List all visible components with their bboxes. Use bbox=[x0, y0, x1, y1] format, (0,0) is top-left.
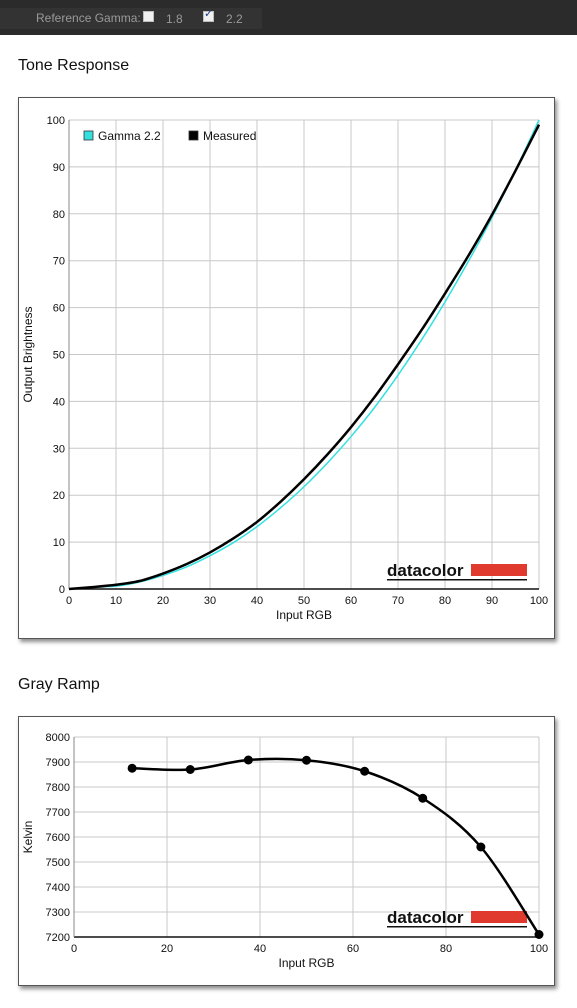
x-tick-label: 70 bbox=[392, 595, 404, 607]
y-tick-label: 50 bbox=[53, 350, 65, 362]
gamma-2-2-checkbox[interactable]: ✓ bbox=[203, 8, 214, 22]
x-tick-label: 0 bbox=[71, 943, 77, 955]
x-tick-label: 20 bbox=[157, 595, 169, 607]
x-tick-label: 80 bbox=[440, 943, 452, 955]
x-axis-label: Input RGB bbox=[278, 956, 334, 970]
datacolor-logo-underline bbox=[387, 579, 527, 581]
x-tick-label: 50 bbox=[298, 595, 310, 607]
series-line bbox=[68, 124, 541, 591]
y-tick-label: 7500 bbox=[46, 857, 70, 869]
y-tick-label: 20 bbox=[53, 490, 65, 502]
legend-label: Measured bbox=[203, 129, 256, 143]
y-tick-label: 60 bbox=[53, 303, 65, 315]
x-tick-label: 20 bbox=[161, 943, 173, 955]
reference-gamma-label: Reference Gamma: bbox=[36, 11, 141, 25]
y-axis-label: Kelvin bbox=[21, 821, 35, 854]
x-tick-label: 100 bbox=[530, 595, 548, 607]
toolbar-inner bbox=[0, 8, 262, 29]
data-point bbox=[418, 793, 428, 803]
data-point bbox=[476, 842, 486, 852]
legend-swatch bbox=[83, 130, 94, 141]
datacolor-logo-underline bbox=[387, 926, 527, 928]
y-tick-label: 7700 bbox=[46, 807, 70, 819]
tone-response-heading: Tone Response bbox=[18, 57, 130, 74]
x-tick-label: 60 bbox=[345, 595, 357, 607]
gamma-2-2-label[interactable]: 2.2 bbox=[226, 12, 243, 26]
gray-ramp-heading: Gray Ramp bbox=[18, 676, 100, 693]
x-tick-label: 10 bbox=[110, 595, 122, 607]
checkmark-icon: ✓ bbox=[204, 8, 214, 20]
x-tick-label: 80 bbox=[439, 595, 451, 607]
datacolor-logo-text: datacolor bbox=[387, 561, 464, 580]
tone-response-chart: 0 10 20 30 40 50 60 70 80 90 100 0 10 20 30 40 50 60 70 80 9… bbox=[21, 115, 548, 622]
y-tick-label: 0 bbox=[59, 584, 65, 596]
gamma-1-8-label[interactable]: 1.8 bbox=[166, 12, 183, 26]
y-tick-label: 7300 bbox=[46, 907, 70, 919]
data-point bbox=[185, 765, 195, 774]
data-point bbox=[127, 763, 137, 773]
y-tick-label: 7400 bbox=[46, 882, 70, 894]
data-point bbox=[534, 930, 544, 939]
x-tick-label: 90 bbox=[486, 595, 498, 607]
y-tick-label: 7900 bbox=[46, 757, 70, 769]
x-tick-label: 40 bbox=[254, 943, 266, 955]
y-tick-label: 40 bbox=[53, 396, 65, 408]
y-tick-label: 8000 bbox=[46, 732, 70, 744]
y-tick-label: 7200 bbox=[46, 932, 70, 944]
legend-label: Gamma 2.2 bbox=[98, 129, 161, 143]
y-tick-label: 70 bbox=[53, 256, 65, 268]
gray-ramp-chart: 0 20 40 60 80 100 7200 7300 7400 7500 7600 7700 7800… bbox=[21, 732, 548, 970]
gray-ramp-panel: 0 20 40 60 80 100 7200 7300 7400 7500 7600 7700 7800… bbox=[18, 716, 555, 986]
x-tick-label: 60 bbox=[347, 943, 359, 955]
x-tick-label: 40 bbox=[251, 595, 263, 607]
tone-response-panel: 0 10 20 30 40 50 60 70 80 90 100 0 10 20 30 40 50 60 70 80 9… bbox=[18, 97, 555, 639]
y-tick-label: 7600 bbox=[46, 832, 70, 844]
data-point bbox=[360, 766, 370, 776]
datacolor-logo-bar bbox=[471, 564, 527, 576]
y-tick-label: 80 bbox=[53, 209, 65, 221]
y-tick-label: 30 bbox=[53, 443, 65, 455]
datacolor-logo-text: datacolor bbox=[387, 908, 464, 927]
y-axis-label: Output Brightness bbox=[21, 306, 35, 402]
x-axis-label: Input RGB bbox=[276, 608, 332, 622]
data-point bbox=[302, 755, 311, 765]
y-tick-label: 7800 bbox=[46, 782, 70, 794]
x-tick-label: 0 bbox=[66, 595, 72, 607]
y-tick-label: 100 bbox=[47, 115, 65, 127]
x-tick-label: 100 bbox=[530, 943, 548, 955]
x-tick-label: 30 bbox=[204, 595, 216, 607]
y-tick-label: 90 bbox=[53, 162, 65, 174]
datacolor-logo-bar bbox=[471, 911, 527, 923]
data-point bbox=[243, 755, 253, 765]
top-toolbar: Reference Gamma: 1.8 ✓ 2.2 bbox=[0, 0, 577, 35]
y-tick-label: 10 bbox=[53, 537, 65, 549]
gamma-1-8-checkbox[interactable] bbox=[143, 11, 154, 22]
legend-swatch bbox=[188, 130, 199, 141]
